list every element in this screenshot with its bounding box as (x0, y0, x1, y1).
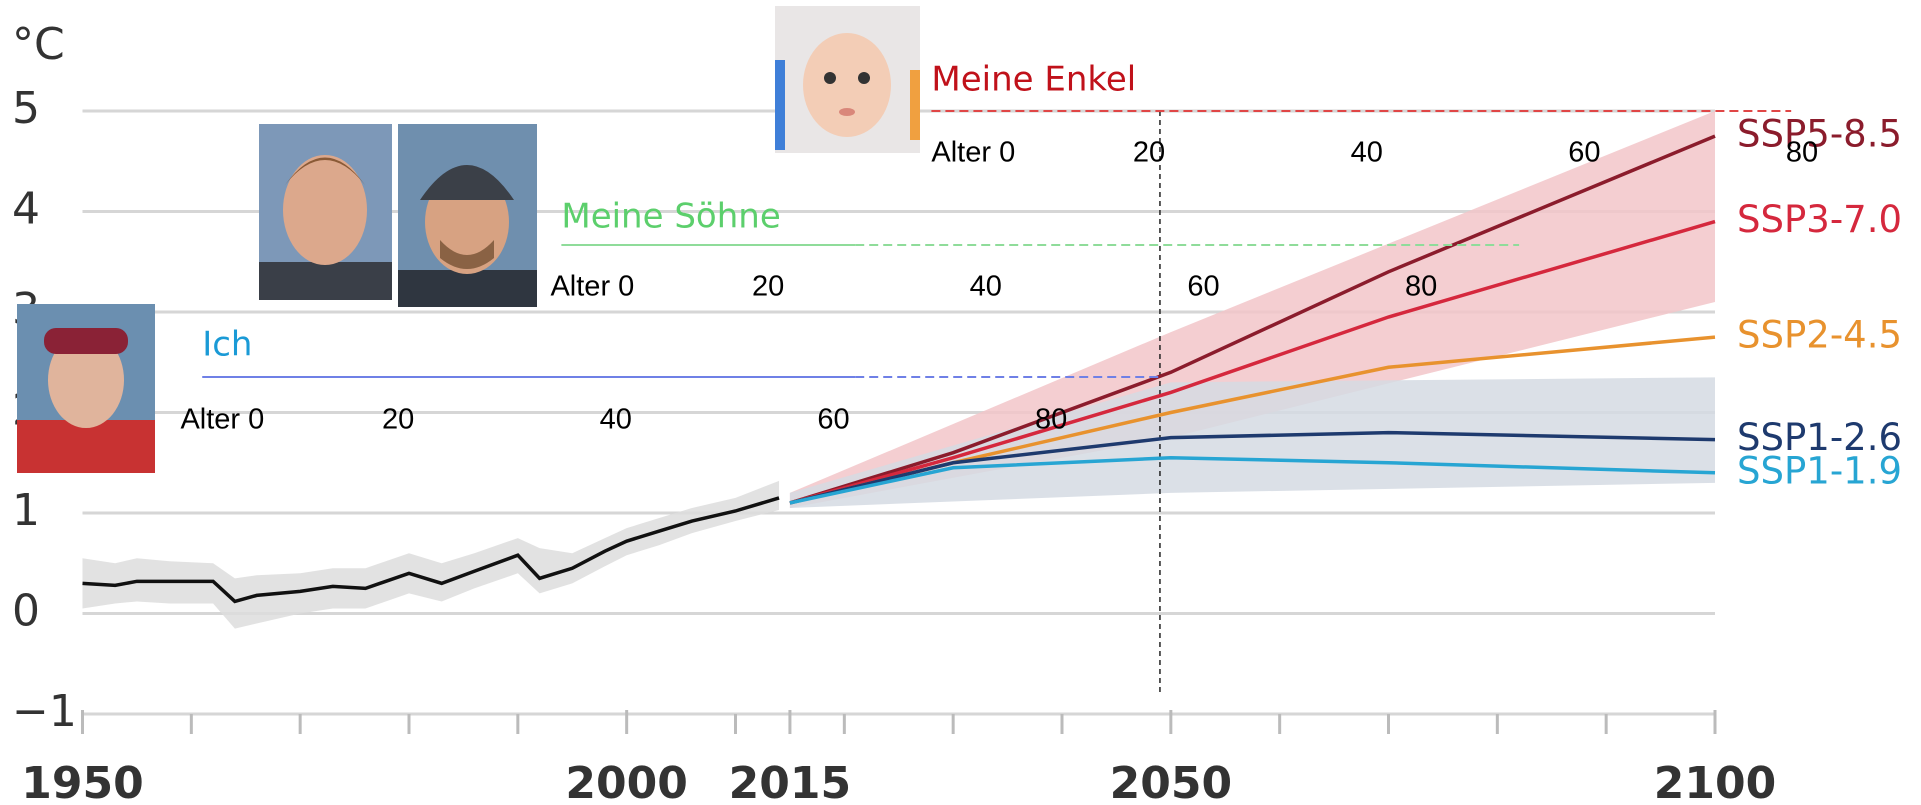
age-label: 40 (600, 404, 632, 436)
age-label: Alter 0 (180, 404, 264, 436)
x-tick-label: 2100 (1654, 758, 1776, 805)
x-tick-label: 2000 (565, 758, 687, 805)
person-name: Meine Söhne (561, 197, 780, 237)
age-label: Alter 0 (550, 271, 634, 303)
person-name: Meine Enkel (931, 60, 1136, 100)
age-label: 20 (382, 404, 414, 436)
series-label: SSP5-8.5 (1737, 113, 1902, 156)
y-tick-label: −1 (12, 686, 77, 737)
age-label: 80 (1786, 137, 1818, 169)
series-label: SSP2-4.5 (1737, 314, 1902, 357)
series-label: SSP3-7.0 (1737, 198, 1902, 241)
y-unit: °C (12, 19, 65, 70)
person-name: Ich (202, 325, 252, 365)
y-tick-label: 4 (12, 184, 40, 235)
age-label: 80 (1405, 271, 1437, 303)
y-tick-label: 5 (12, 83, 40, 134)
age-label: 60 (1187, 271, 1219, 303)
x-tick-label: 2015 (729, 758, 851, 805)
photo-enkel (775, 6, 920, 153)
age-label: 60 (1568, 137, 1600, 169)
uncertainty-band (83, 481, 780, 629)
photos (17, 6, 920, 473)
age-label: 60 (817, 404, 849, 436)
age-label: 40 (970, 271, 1002, 303)
y-tick-label: 0 (12, 586, 40, 637)
age-label: 20 (752, 271, 784, 303)
x-tick-label: 2050 (1110, 758, 1232, 805)
age-label: 80 (1035, 404, 1067, 436)
series-label: SSP1-1.9 (1737, 449, 1902, 492)
age-label: 20 (1133, 137, 1165, 169)
chart: °C −101234519502000201520502100SSP5-8.5S… (0, 0, 1921, 805)
photo-sohn-2 (398, 124, 537, 307)
photo-sohn-1 (259, 124, 392, 300)
photo-ich (17, 304, 155, 473)
x-tick-label: 1950 (21, 758, 143, 805)
age-label: Alter 0 (931, 137, 1015, 169)
y-tick-label: 1 (12, 485, 40, 536)
age-label: 40 (1351, 137, 1383, 169)
